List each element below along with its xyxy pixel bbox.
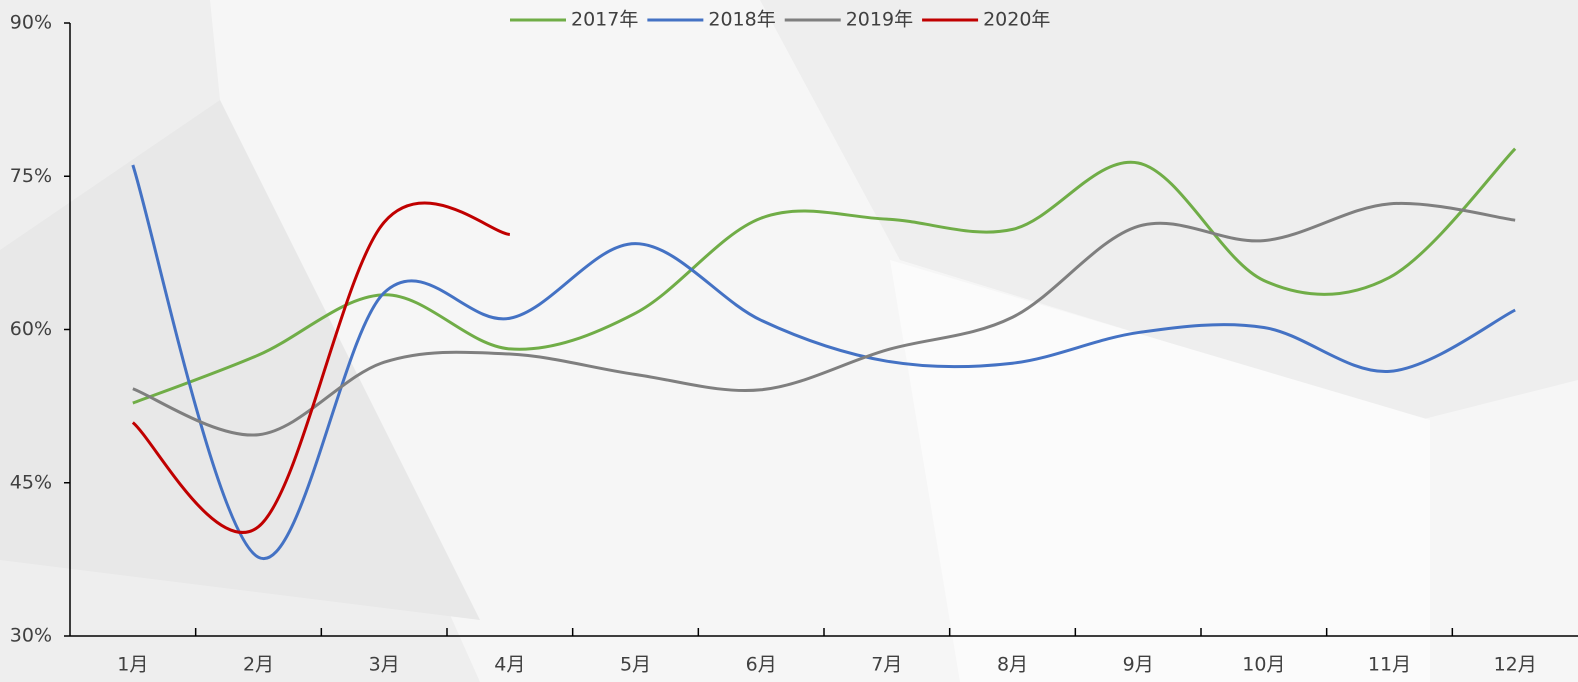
x-tick-label: 10月 <box>1242 654 1285 676</box>
series-line <box>132 147 1517 405</box>
y-tick-label: 45% <box>10 471 52 493</box>
series-line <box>131 164 1516 561</box>
x-tick-label: 5月 <box>620 654 651 676</box>
legend-label: 2020年 <box>983 9 1050 31</box>
series-line <box>132 201 1516 437</box>
legend-label: 2017年 <box>571 9 638 31</box>
x-tick-label: 3月 <box>369 654 400 676</box>
legend-label: 2018年 <box>708 9 775 31</box>
x-tick-label: 12月 <box>1494 654 1537 676</box>
legend-label: 2019年 <box>846 9 913 31</box>
y-tick-label: 90% <box>10 12 52 34</box>
x-tick-label: 6月 <box>746 654 777 676</box>
x-tick-label: 9月 <box>1123 654 1154 676</box>
y-tick-label: 75% <box>10 165 52 187</box>
x-tick-label: 1月 <box>117 654 148 676</box>
x-tick-label: 2月 <box>243 654 274 676</box>
background-patch <box>890 260 1430 682</box>
y-tick-label: 30% <box>10 625 52 647</box>
x-tick-label: 7月 <box>871 654 902 676</box>
background-patch <box>0 100 480 620</box>
x-tick-label: 4月 <box>494 654 525 676</box>
x-tick-label: 8月 <box>997 654 1028 676</box>
y-tick-label: 60% <box>10 318 52 340</box>
series-line <box>131 201 511 534</box>
x-tick-label: 11月 <box>1368 654 1411 676</box>
